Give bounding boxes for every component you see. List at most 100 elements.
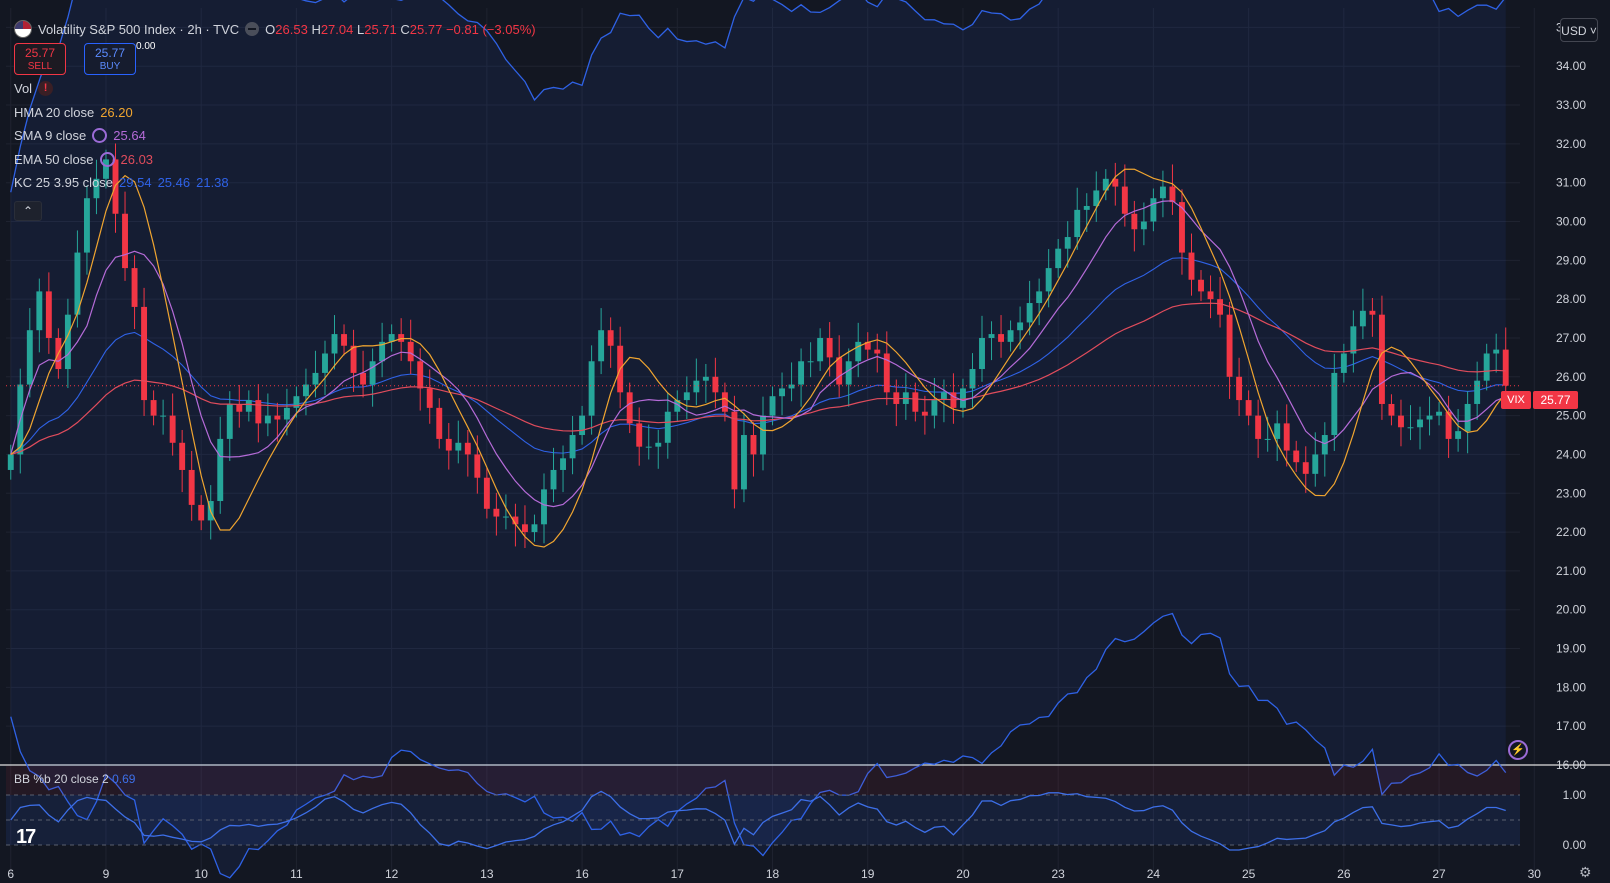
us-flag-icon <box>14 20 32 38</box>
settings-icon[interactable]: ⚙ <box>1579 864 1592 880</box>
candle-body <box>541 489 547 525</box>
symbol-header: Volatility S&P 500 Index · 2h · TVC O26.… <box>14 19 536 39</box>
candle-body <box>1445 411 1452 439</box>
c-label: C <box>400 21 410 37</box>
buy-button[interactable]: 25.77 BUY <box>84 43 136 75</box>
candle-body <box>474 454 481 478</box>
candle-body <box>1198 279 1204 292</box>
candle-body <box>1207 291 1214 300</box>
x-tick-label: 20 <box>956 867 970 881</box>
chart-legend: Volatility S&P 500 Index · 2h · TVC O26.… <box>14 19 536 221</box>
bb-tick-label: 1.00 <box>1563 788 1587 802</box>
candle-body <box>579 415 586 436</box>
candle-body <box>788 384 795 389</box>
x-tick-label: 26 <box>1337 867 1351 881</box>
candle-body <box>103 159 109 179</box>
candle-body <box>1293 450 1300 463</box>
indicator-kc[interactable]: KC 25 3.95 close 29.54 25.46 21.38 <box>14 171 536 195</box>
candle-body <box>141 306 148 401</box>
candle-body <box>979 337 985 370</box>
candle-body <box>560 458 566 470</box>
candle-body <box>721 392 728 412</box>
bb-legend[interactable]: BB %b 20 close 2 0.69 <box>14 772 135 786</box>
candle-body <box>1493 349 1500 354</box>
h-label: H <box>311 21 321 37</box>
candle-body <box>245 400 252 412</box>
y-tick-label: 30.00 <box>1556 215 1586 229</box>
grid <box>0 8 1610 880</box>
y-tick-label: 27.00 <box>1556 331 1586 345</box>
candle-body <box>1045 268 1052 292</box>
candle-body <box>969 369 976 389</box>
hma-label: HMA 20 close <box>14 104 95 120</box>
last-price-tag: 25.77 <box>1533 391 1578 409</box>
indicator-hma[interactable]: HMA 20 close 26.20 <box>14 101 536 125</box>
candle-body <box>1398 415 1404 428</box>
market-status-icon[interactable] <box>245 22 260 36</box>
currency-selector[interactable]: USD ˅ <box>1560 18 1598 42</box>
sell-button[interactable]: 25.77 SELL <box>14 43 66 75</box>
trade-buttons: 25.77 SELL 0.00 25.77 BUY <box>14 41 536 77</box>
candle-body <box>1131 213 1138 230</box>
candle-body <box>283 407 290 420</box>
candle-body <box>379 341 386 362</box>
ema-50-line <box>10 302 1506 456</box>
candle-body <box>921 411 928 416</box>
warning-icon[interactable]: ! <box>38 81 54 97</box>
candle-body <box>293 396 300 408</box>
indicator-vol[interactable]: Vol ! <box>14 77 536 101</box>
candle-body <box>45 291 52 338</box>
candle-body <box>940 392 947 401</box>
candle-body <box>1112 178 1119 187</box>
candle-body <box>1226 314 1233 377</box>
candle-body <box>855 341 862 362</box>
candle-body <box>1055 248 1062 269</box>
candle-body <box>188 469 195 505</box>
sma-value: 25.64 <box>113 128 146 144</box>
candle-body <box>1121 186 1128 214</box>
collapse-legend-button[interactable]: ⌃ <box>14 200 42 221</box>
candle-body <box>1093 190 1100 206</box>
x-tick-label: 24 <box>1147 867 1161 881</box>
y-tick-label: 17.00 <box>1556 719 1586 733</box>
y-tick-label: 34.00 <box>1556 59 1586 73</box>
candle-body <box>1064 237 1071 249</box>
candle-body <box>350 345 357 373</box>
y-tick-label: 16.00 <box>1556 758 1586 772</box>
candle-body <box>236 403 243 412</box>
candle-body <box>998 334 1005 342</box>
candle-body <box>1264 438 1271 440</box>
candle-body <box>1150 198 1157 222</box>
indicator-sma[interactable]: SMA 9 close 25.64 <box>14 124 536 148</box>
x-tick-label: 10 <box>195 867 209 881</box>
candle-body <box>712 376 719 393</box>
candle-body <box>636 423 643 447</box>
candle-body <box>1436 411 1443 416</box>
candle-body <box>779 388 785 397</box>
candle-body <box>693 380 700 393</box>
candle-body <box>702 376 709 381</box>
candle-body <box>464 442 471 455</box>
vol-label: Vol <box>14 81 33 97</box>
candle-body <box>845 361 852 385</box>
candle-body <box>445 438 452 451</box>
x-tick-label: 19 <box>861 867 875 881</box>
candle-body <box>1159 186 1166 199</box>
indicator-ema[interactable]: EMA 50 close 26.03 <box>14 148 536 172</box>
candle-body <box>798 361 805 385</box>
candle-body <box>1502 349 1509 386</box>
candle-body <box>521 524 528 533</box>
open-value: 26.53 <box>275 21 308 37</box>
y-tick-label: 24.00 <box>1556 447 1586 461</box>
tradingview-logo[interactable]: 17 <box>16 826 36 848</box>
candle-body <box>1407 427 1414 429</box>
x-tick-label: 25 <box>1242 867 1256 881</box>
candle-body <box>455 442 462 451</box>
candle-body <box>341 334 347 346</box>
lightning-icon[interactable]: ⚡ <box>1508 740 1528 760</box>
x-tick-label: 11 <box>290 867 303 881</box>
candle-body <box>255 400 262 424</box>
symbol-title[interactable]: Volatility S&P 500 Index · 2h · TVC <box>38 21 240 37</box>
